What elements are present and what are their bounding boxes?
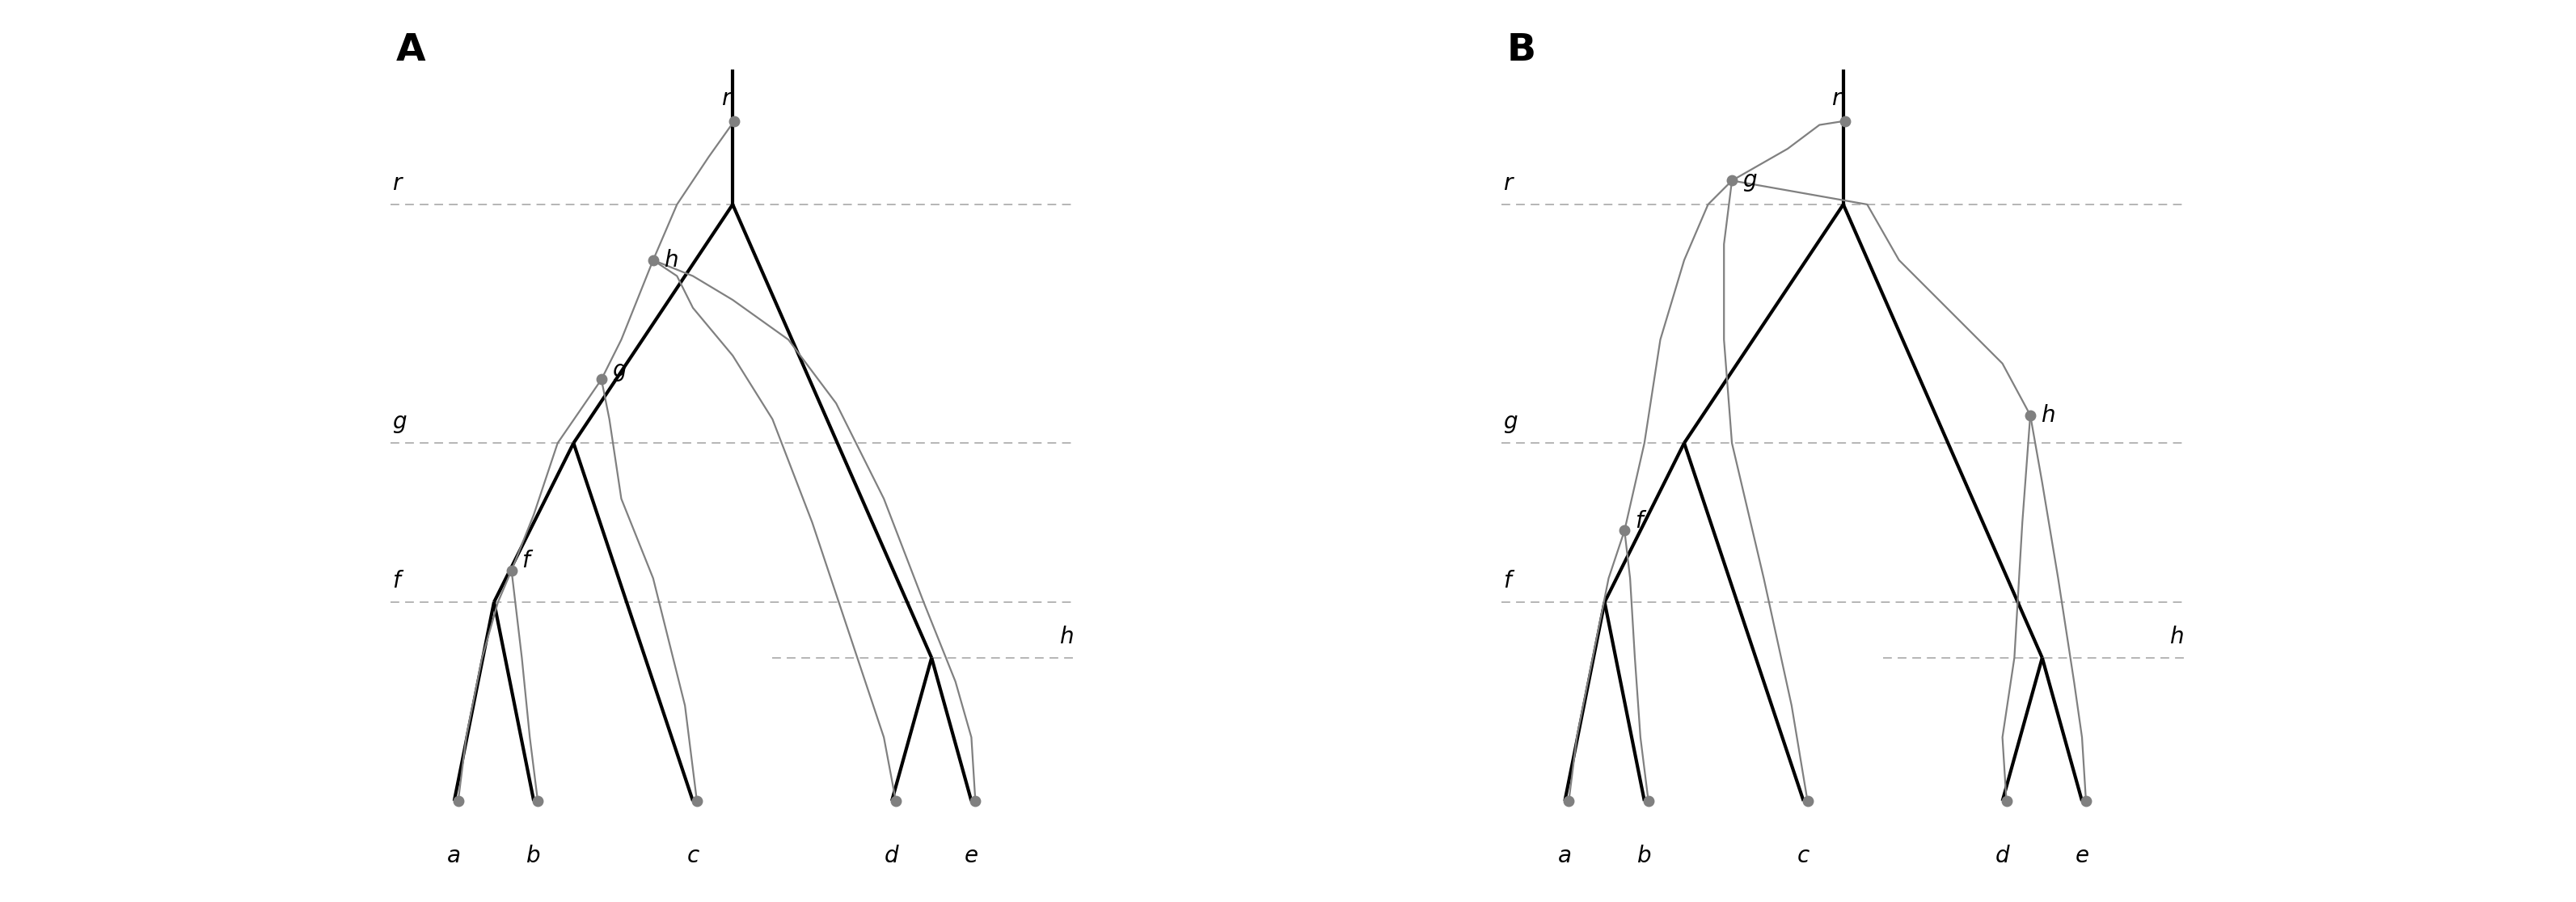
Text: f: f xyxy=(1502,570,1510,593)
Text: f: f xyxy=(1636,510,1643,532)
Text: g: g xyxy=(1741,170,1757,192)
Text: r: r xyxy=(721,87,732,110)
Text: a: a xyxy=(1558,844,1571,868)
Text: f: f xyxy=(392,570,399,593)
Text: g: g xyxy=(392,411,407,434)
Text: d: d xyxy=(1996,844,2009,868)
Text: h: h xyxy=(665,249,677,272)
Text: r: r xyxy=(1502,172,1512,195)
Text: g: g xyxy=(1502,411,1517,434)
Text: h: h xyxy=(1059,626,1074,649)
Text: c: c xyxy=(688,844,698,868)
Text: h: h xyxy=(2040,404,2056,427)
Text: e: e xyxy=(2076,844,2089,868)
Text: g: g xyxy=(611,359,626,382)
Text: a: a xyxy=(448,844,461,868)
Text: e: e xyxy=(963,844,979,868)
Text: d: d xyxy=(884,844,899,868)
Text: A: A xyxy=(397,32,425,69)
Text: c: c xyxy=(1798,844,1811,868)
Text: B: B xyxy=(1507,32,1535,69)
Text: b: b xyxy=(1638,844,1651,868)
Text: r: r xyxy=(392,172,402,195)
Text: f: f xyxy=(523,549,531,572)
Text: h: h xyxy=(2169,626,2184,649)
Text: b: b xyxy=(526,844,541,868)
Text: r: r xyxy=(1832,87,1842,110)
